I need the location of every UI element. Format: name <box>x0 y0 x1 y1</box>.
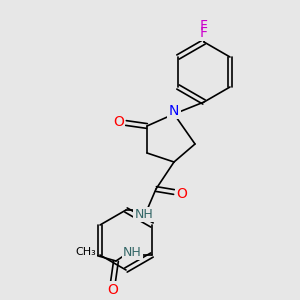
Text: CH₃: CH₃ <box>76 247 96 257</box>
Text: O: O <box>176 187 187 200</box>
Text: F: F <box>200 26 208 40</box>
Text: NH: NH <box>123 245 142 259</box>
Text: NH: NH <box>135 208 153 221</box>
Text: F: F <box>200 19 208 32</box>
Text: N: N <box>169 104 179 118</box>
Text: O: O <box>113 115 124 128</box>
Text: O: O <box>107 283 118 296</box>
